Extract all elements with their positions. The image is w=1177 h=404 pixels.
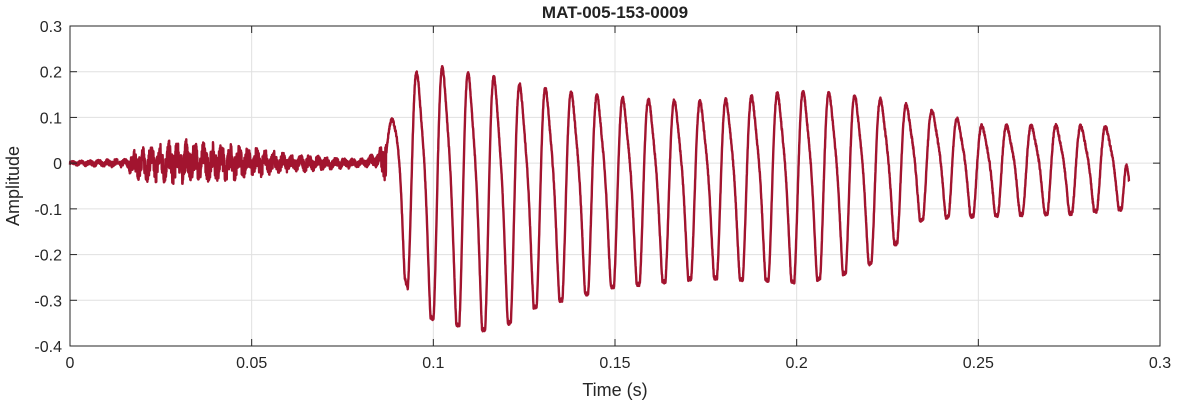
axis-ticks: 0 0.05 0.1 0.15 0.2 0.25 0.3 0.3 0.2 0.1 0 -0.1 -0.2…	[34, 19, 1171, 372]
y-tick-label: 0	[53, 156, 62, 173]
grid-lines	[70, 26, 1160, 346]
x-tick-label: 0.05	[236, 355, 267, 372]
y-tick-label: -0.2	[34, 248, 62, 265]
signal-trace	[68, 65, 1131, 333]
y-tick-label: -0.1	[34, 202, 62, 219]
y-tick-label: -0.3	[34, 293, 62, 310]
y-tick-label: 0.3	[40, 19, 62, 36]
x-tick-label: 0	[66, 355, 75, 372]
x-tick-label: 0.25	[963, 355, 994, 372]
y-tick-label: 0.2	[40, 65, 62, 82]
x-tick-label: 0.3	[1149, 355, 1171, 372]
x-tick-label: 0.2	[786, 355, 808, 372]
x-axis-label: Time (s)	[582, 380, 647, 400]
x-tick-label: 0.1	[422, 355, 444, 372]
y-tick-label: -0.4	[34, 339, 62, 356]
y-tick-label: 0.1	[40, 110, 62, 127]
y-axis-label: Amplitude	[3, 146, 23, 226]
chart-title: MAT-005-153-0009	[542, 3, 688, 22]
x-tick-label: 0.15	[599, 355, 630, 372]
